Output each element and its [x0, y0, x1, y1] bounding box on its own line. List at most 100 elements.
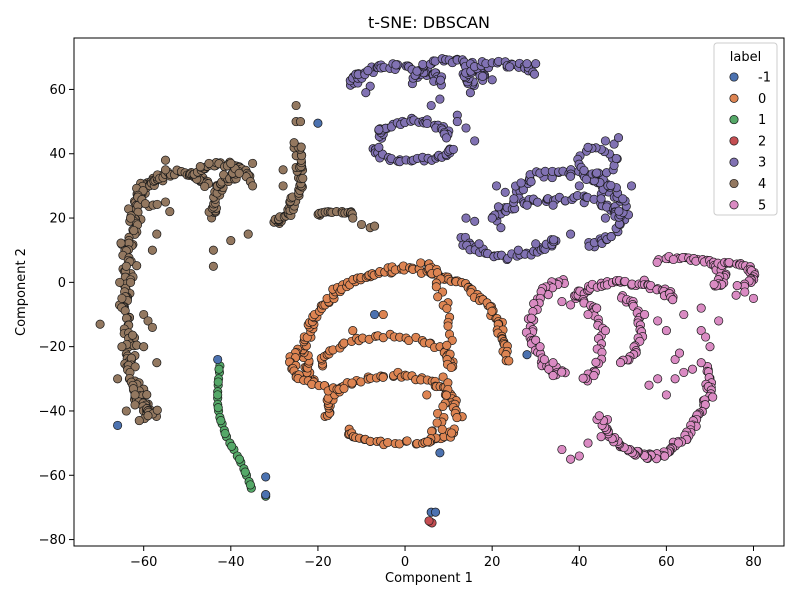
y-tick-label: −20 — [39, 340, 66, 355]
point-label-3 — [418, 59, 428, 69]
x-axis-label: Component 1 — [385, 571, 473, 586]
point-label--1 — [261, 490, 271, 500]
y-tick-label: −60 — [39, 469, 66, 484]
point-label-4 — [160, 165, 171, 175]
point-label--1 — [113, 420, 123, 430]
point-label-5 — [566, 300, 576, 310]
point-label-0 — [438, 401, 448, 411]
point-label-4 — [121, 261, 131, 271]
point-label-1 — [227, 441, 237, 451]
point-label-4 — [243, 229, 253, 239]
point-label-4 — [370, 221, 380, 231]
point-label-3 — [365, 81, 375, 91]
point-label-3 — [493, 202, 503, 212]
point-label-4 — [129, 225, 139, 236]
point-label-3 — [613, 133, 624, 143]
point-label-3 — [531, 239, 541, 249]
point-label-5 — [748, 293, 759, 303]
point-label-4 — [152, 358, 162, 368]
point-label-0 — [378, 309, 388, 320]
point-label-4 — [117, 293, 127, 303]
point-label-5 — [566, 454, 576, 464]
point-label-3 — [526, 177, 536, 187]
point-label-4 — [132, 261, 142, 271]
point-label-5 — [660, 451, 670, 461]
point-label-5 — [557, 444, 567, 455]
point-label-0 — [422, 390, 432, 400]
point-label-4 — [95, 319, 105, 329]
point-label-5 — [670, 354, 680, 365]
x-tick-label: 80 — [745, 555, 762, 570]
point-label-4 — [130, 400, 140, 410]
point-label-3 — [609, 139, 619, 149]
point-label-3 — [448, 144, 458, 154]
point-label-0 — [416, 258, 426, 268]
point-label-0 — [431, 282, 441, 292]
point-label-4 — [143, 316, 153, 326]
point-label-4 — [147, 322, 157, 332]
point-label-5 — [535, 342, 545, 352]
point-label-4 — [226, 158, 236, 168]
point-label-2 — [424, 516, 434, 526]
point-label-5 — [696, 358, 706, 368]
point-label-0 — [442, 340, 452, 350]
points-layer — [95, 54, 760, 528]
point-label-3 — [592, 168, 602, 178]
point-label-4 — [248, 181, 258, 191]
legend-items: -1 0 1 2 3 4 5 — [729, 71, 771, 213]
point-label-5 — [591, 357, 601, 367]
y-axis-label: Component 2 — [14, 248, 29, 336]
legend-marker-1 — [729, 115, 739, 125]
point-label-4 — [160, 155, 171, 165]
point-label-3 — [374, 125, 384, 135]
legend-marker-2 — [729, 136, 739, 146]
point-label-0 — [447, 428, 457, 438]
point-label-5 — [687, 364, 698, 374]
point-label-4 — [165, 207, 175, 217]
point-label-4 — [130, 390, 140, 400]
point-label-0 — [432, 418, 442, 428]
point-label-4 — [298, 173, 308, 183]
point-label-3 — [496, 223, 506, 233]
point-label-5 — [548, 371, 558, 381]
point-label-1 — [214, 364, 224, 374]
legend-label-2: 2 — [758, 134, 766, 149]
point-label-0 — [487, 306, 497, 316]
point-label-4 — [128, 330, 138, 340]
x-tick-label: 20 — [484, 555, 501, 570]
y-tick-label: −40 — [39, 404, 66, 419]
point-label-5 — [724, 257, 734, 268]
point-label-3 — [516, 178, 526, 188]
point-label-3 — [474, 239, 484, 249]
point-label-5 — [592, 303, 602, 313]
point-label-0 — [402, 436, 412, 446]
x-tick-label: 0 — [401, 555, 409, 570]
point-label-4 — [204, 158, 214, 168]
point-label-5 — [709, 279, 719, 289]
legend-marker--1 — [729, 72, 739, 82]
point-label-1 — [240, 467, 250, 477]
point-label-4 — [234, 168, 244, 178]
point-label-3 — [487, 213, 497, 223]
point-label-1 — [213, 377, 223, 387]
point-label-3 — [513, 245, 523, 255]
chart-title: t-SNE: DBSCAN — [368, 13, 490, 32]
point-label-4 — [152, 229, 162, 239]
legend-label-1: 1 — [758, 113, 766, 128]
legend: label -1 0 1 2 3 4 5 — [713, 42, 778, 216]
point-label-0 — [339, 383, 349, 394]
point-label-4 — [115, 277, 125, 287]
point-label-0 — [348, 326, 358, 336]
y-tick-label: 60 — [49, 83, 66, 98]
point-label--1 — [370, 309, 380, 320]
point-label-3 — [574, 181, 584, 191]
plot-area — [73, 37, 785, 547]
point-label-5 — [652, 257, 662, 267]
point-label-4 — [130, 362, 140, 372]
point-label-4 — [296, 142, 306, 152]
legend-label-0: 0 — [758, 92, 766, 107]
point-label-5 — [531, 335, 541, 345]
point-label-5 — [578, 373, 588, 383]
legend-marker-5 — [729, 200, 739, 210]
